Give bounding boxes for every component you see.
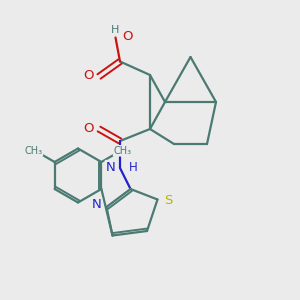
Text: O: O	[83, 69, 94, 82]
Text: O: O	[83, 122, 94, 136]
Text: N: N	[91, 198, 101, 211]
Text: CH₃: CH₃	[114, 146, 132, 156]
Text: O: O	[122, 29, 133, 43]
Text: H: H	[128, 161, 137, 174]
Text: S: S	[164, 194, 172, 208]
Text: CH₃: CH₃	[24, 146, 42, 156]
Text: N: N	[106, 161, 116, 174]
Text: H: H	[111, 25, 120, 35]
